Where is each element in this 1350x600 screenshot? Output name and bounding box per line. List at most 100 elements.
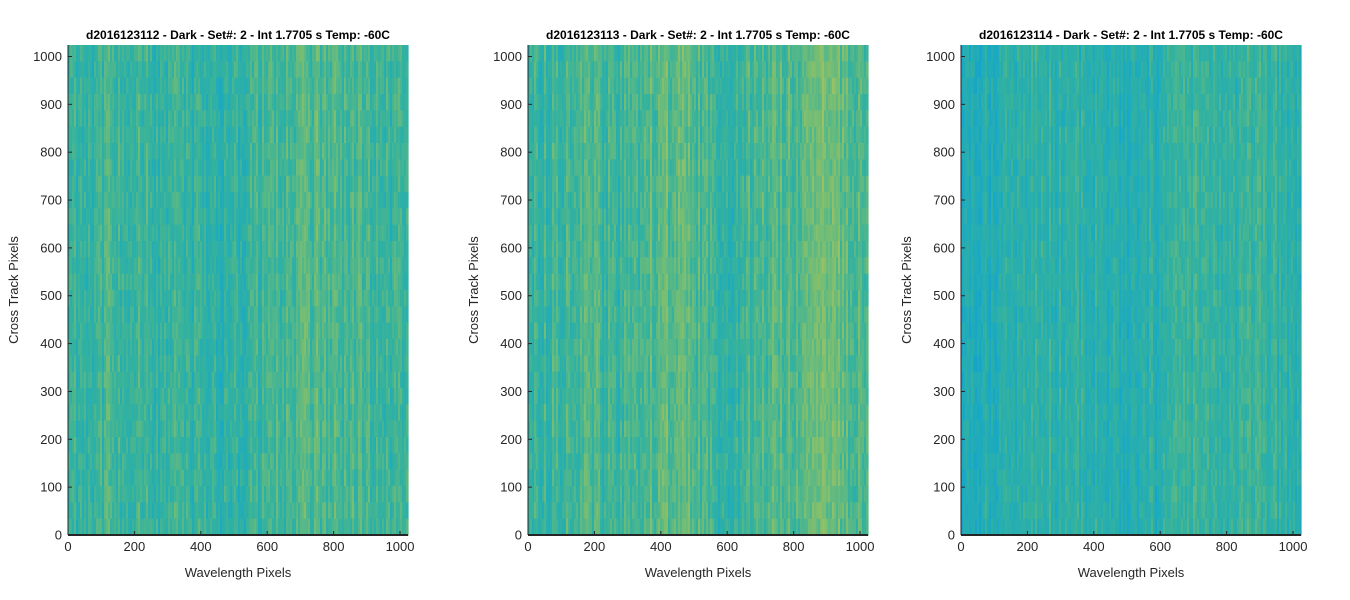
heatmap-cell <box>222 420 225 438</box>
heatmap-cell <box>204 241 207 258</box>
heatmap-cell <box>146 77 149 95</box>
heatmap-cell <box>240 224 243 242</box>
heatmap-cell <box>100 241 103 258</box>
heatmap-cell <box>192 388 195 405</box>
heatmap-cell <box>144 518 147 536</box>
heatmap-cell <box>200 502 203 520</box>
heatmap-cell <box>228 110 231 128</box>
heatmap-cell <box>158 77 161 95</box>
heatmap-cell <box>244 404 247 422</box>
heatmap-cell <box>128 61 131 79</box>
heatmap-cell <box>122 94 125 111</box>
heatmap-cell <box>164 45 167 62</box>
heatmap-cell <box>208 322 211 340</box>
heatmap-cell <box>160 224 163 242</box>
heatmap-cell <box>258 77 261 95</box>
heatmap-cell <box>82 322 85 340</box>
heatmap-cell <box>158 437 161 454</box>
heatmap-cell <box>184 224 187 242</box>
heatmap-cell <box>170 143 173 160</box>
heatmap-cell <box>138 404 141 422</box>
heatmap-cell <box>154 273 157 291</box>
heatmap-cell <box>252 224 255 242</box>
heatmap-cell <box>130 159 133 177</box>
heatmap-cell <box>188 388 191 405</box>
heatmap-cell <box>256 486 259 503</box>
heatmap-cell <box>238 110 241 128</box>
heatmap-cell <box>70 437 73 454</box>
heatmap-cell <box>196 257 199 275</box>
heatmap-cell <box>258 371 261 389</box>
heatmap-cell <box>100 159 103 177</box>
heatmap-cell <box>152 437 155 454</box>
heatmap-cell <box>100 322 103 340</box>
heatmap-cell <box>152 273 155 291</box>
heatmap-cell <box>204 192 207 209</box>
heatmap-cell <box>216 77 219 95</box>
heatmap-cell <box>116 420 119 438</box>
heatmap-cell <box>148 322 151 340</box>
heatmap-cell <box>186 502 189 520</box>
heatmap-cell <box>252 110 255 128</box>
heatmap-cell <box>220 77 223 95</box>
heatmap-cell <box>138 143 141 160</box>
heatmap-cell <box>218 420 221 438</box>
heatmap-cell <box>84 371 87 389</box>
heatmap-cell <box>166 257 169 275</box>
heatmap-cell <box>190 404 193 422</box>
heatmap-cell <box>110 518 113 536</box>
heatmap-cell <box>98 290 101 307</box>
heatmap-cell <box>172 339 175 356</box>
heatmap-cell <box>128 257 131 275</box>
heatmap-cell <box>88 143 91 160</box>
heatmap-cell <box>152 110 155 128</box>
heatmap-cell <box>248 143 251 160</box>
heatmap-cell <box>236 273 239 291</box>
heatmap-cell <box>94 143 97 160</box>
heatmap-cell <box>108 175 111 193</box>
heatmap-cell <box>162 77 165 95</box>
heatmap-cell <box>170 175 173 193</box>
heatmap-cell <box>154 437 157 454</box>
heatmap-cell <box>68 502 71 520</box>
heatmap-cell <box>86 77 89 95</box>
heatmap-cell <box>80 518 83 536</box>
heatmap-cell <box>104 45 107 62</box>
heatmap-cell <box>190 322 193 340</box>
heatmap-cell <box>258 322 261 340</box>
heatmap-cell <box>248 257 251 275</box>
heatmap-cell <box>248 224 251 242</box>
heatmap-cell <box>188 192 191 209</box>
heatmap-cell <box>154 388 157 405</box>
heatmap-cell <box>192 45 195 62</box>
heatmap-cell <box>132 61 135 79</box>
heatmap-cell <box>222 77 225 95</box>
heatmap-cell <box>244 159 247 177</box>
heatmap-cell <box>106 371 109 389</box>
heatmap-cell <box>226 273 229 291</box>
heatmap-cell <box>204 77 207 95</box>
heatmap-cell <box>78 404 81 422</box>
heatmap-cell <box>226 437 229 454</box>
heatmap-cell <box>224 45 227 62</box>
heatmap-cell <box>108 420 111 438</box>
heatmap-cell <box>198 224 201 242</box>
heatmap-cell <box>176 290 179 307</box>
heatmap-cell <box>212 306 215 324</box>
heatmap-cell <box>156 208 159 226</box>
heatmap-cell <box>232 273 235 291</box>
heatmap-cell <box>112 208 115 226</box>
heatmap-cell <box>96 45 99 62</box>
heatmap-cell <box>136 61 139 79</box>
heatmap-cell <box>112 502 115 520</box>
heatmap-cell <box>216 175 219 193</box>
heatmap-cell <box>234 110 237 128</box>
heatmap-cell <box>84 453 87 471</box>
heatmap-cell <box>144 404 147 422</box>
heatmap-cell <box>224 355 227 373</box>
heatmap-cell <box>250 143 253 160</box>
heatmap-cell <box>108 339 111 356</box>
heatmap-cell <box>238 224 241 242</box>
heatmap-cell <box>224 61 227 79</box>
heatmap-cell <box>208 208 211 226</box>
